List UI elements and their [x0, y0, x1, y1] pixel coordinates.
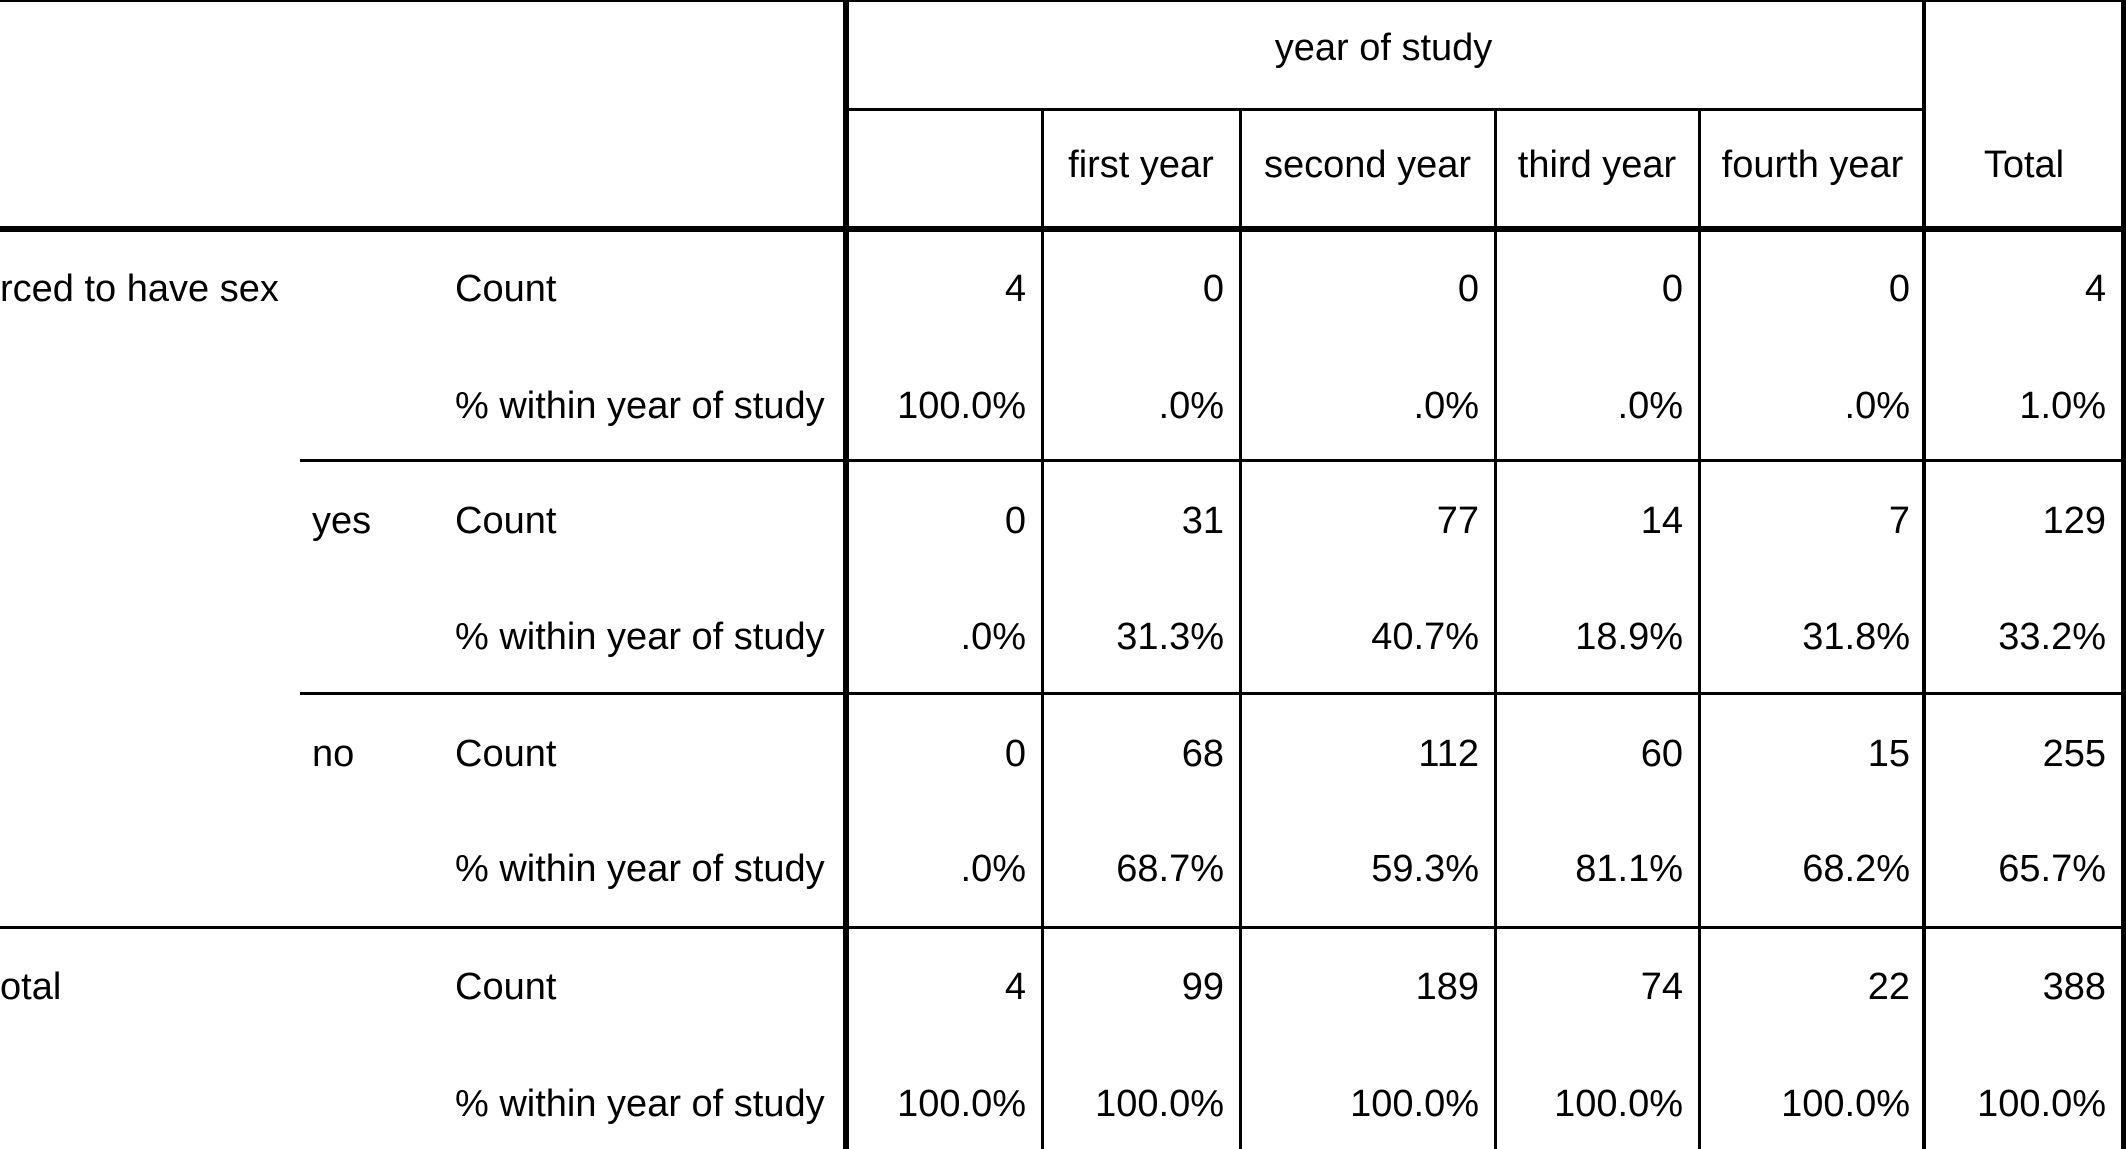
table-cell: .0%	[960, 616, 1026, 658]
table-cell: 0	[1202, 268, 1224, 310]
total-column-header: Total	[1983, 144, 2065, 186]
top-border	[0, 0, 2126, 2]
column-header-2: second year	[1263, 144, 1471, 186]
row-statistic-label: % within year of study	[455, 616, 825, 658]
table-cell: 100.0%	[1350, 1083, 1479, 1125]
table-cell: 112	[1418, 733, 1479, 775]
column-divider-4	[1698, 110, 1701, 1149]
table-cell: 0	[1004, 733, 1026, 775]
table-cell: 14	[1640, 500, 1683, 542]
row-statistic-label: Count	[455, 500, 557, 542]
column-group-header: year of study	[1274, 27, 1493, 69]
total-cell: 100.0%	[1977, 1083, 2106, 1125]
table-cell: 189	[1415, 966, 1479, 1008]
row-group-label: rced to have sex	[0, 268, 279, 310]
row-statistic-label: Count	[455, 268, 557, 310]
header-bottom-border	[0, 226, 2126, 232]
group-header-underline	[845, 108, 1924, 111]
table-cell: 18.9%	[1575, 616, 1683, 658]
table-cell: 31.8%	[1802, 616, 1910, 658]
total-cell: 33.2%	[1998, 616, 2106, 658]
group-divider-no	[300, 692, 2126, 695]
table-cell: 0	[1888, 268, 1910, 310]
table-cell: 22	[1867, 966, 1910, 1008]
total-cell: 388	[2042, 966, 2106, 1008]
table-cell: 31	[1181, 500, 1224, 542]
row-statistic-label: % within year of study	[455, 385, 825, 427]
table-cell: 0	[1004, 500, 1026, 542]
table-cell: 68.2%	[1802, 848, 1910, 890]
table-cell: 100.0%	[897, 1083, 1026, 1125]
group-divider-yes	[300, 459, 2126, 462]
column-divider-2	[1239, 110, 1242, 1149]
table-cell: 15	[1867, 733, 1910, 775]
table-cell: .0%	[1413, 385, 1479, 427]
table-cell: 7	[1888, 500, 1910, 542]
row-category-label: yes	[312, 500, 372, 542]
column-divider-3	[1494, 110, 1497, 1149]
table-cell: 100.0%	[1781, 1083, 1910, 1125]
table-cell: 77	[1436, 500, 1479, 542]
total-cell: 255	[2042, 733, 2106, 775]
row-header-divider	[843, 0, 849, 1149]
column-header-4: fourth year	[1721, 144, 1904, 186]
row-statistic-label: % within year of study	[455, 1083, 825, 1125]
table-cell: 100.0%	[1095, 1083, 1224, 1125]
table-cell: 0	[1457, 268, 1479, 310]
column-divider-1	[1041, 110, 1044, 1149]
column-header-1: first year	[1068, 144, 1214, 186]
table-cell: 100.0%	[897, 385, 1026, 427]
table-cell: .0%	[960, 848, 1026, 890]
table-cell: 31.3%	[1116, 616, 1224, 658]
table-cell: 81.1%	[1575, 848, 1683, 890]
total-cell: 129	[2042, 500, 2106, 542]
total-cell: 1.0%	[2019, 385, 2106, 427]
table-cell: 99	[1181, 966, 1224, 1008]
table-cell: .0%	[1844, 385, 1910, 427]
table-cell: .0%	[1617, 385, 1683, 427]
row-group-label: otal	[0, 966, 62, 1008]
table-cell: .0%	[1158, 385, 1224, 427]
row-statistic-label: % within year of study	[455, 848, 825, 890]
table-cell: 59.3%	[1371, 848, 1479, 890]
total-column-divider	[1922, 0, 1926, 1149]
total-cell: 4	[2084, 268, 2106, 310]
table-cell: 60	[1640, 733, 1683, 775]
row-statistic-label: Count	[455, 733, 557, 775]
total-cell: 65.7%	[1998, 848, 2106, 890]
table-cell: 100.0%	[1554, 1083, 1683, 1125]
table-cell: 40.7%	[1371, 616, 1479, 658]
right-border	[2121, 0, 2126, 1149]
table-cell: 68.7%	[1116, 848, 1224, 890]
row-statistic-label: Count	[455, 966, 557, 1008]
table-cell: 68	[1181, 733, 1224, 775]
table-cell: 4	[1004, 268, 1026, 310]
table-cell: 74	[1640, 966, 1683, 1008]
column-header-3: third year	[1517, 144, 1677, 186]
table-cell: 4	[1004, 966, 1026, 1008]
row-category-label: no	[312, 733, 355, 775]
group-divider-total	[0, 926, 2126, 929]
table-cell: 0	[1661, 268, 1683, 310]
